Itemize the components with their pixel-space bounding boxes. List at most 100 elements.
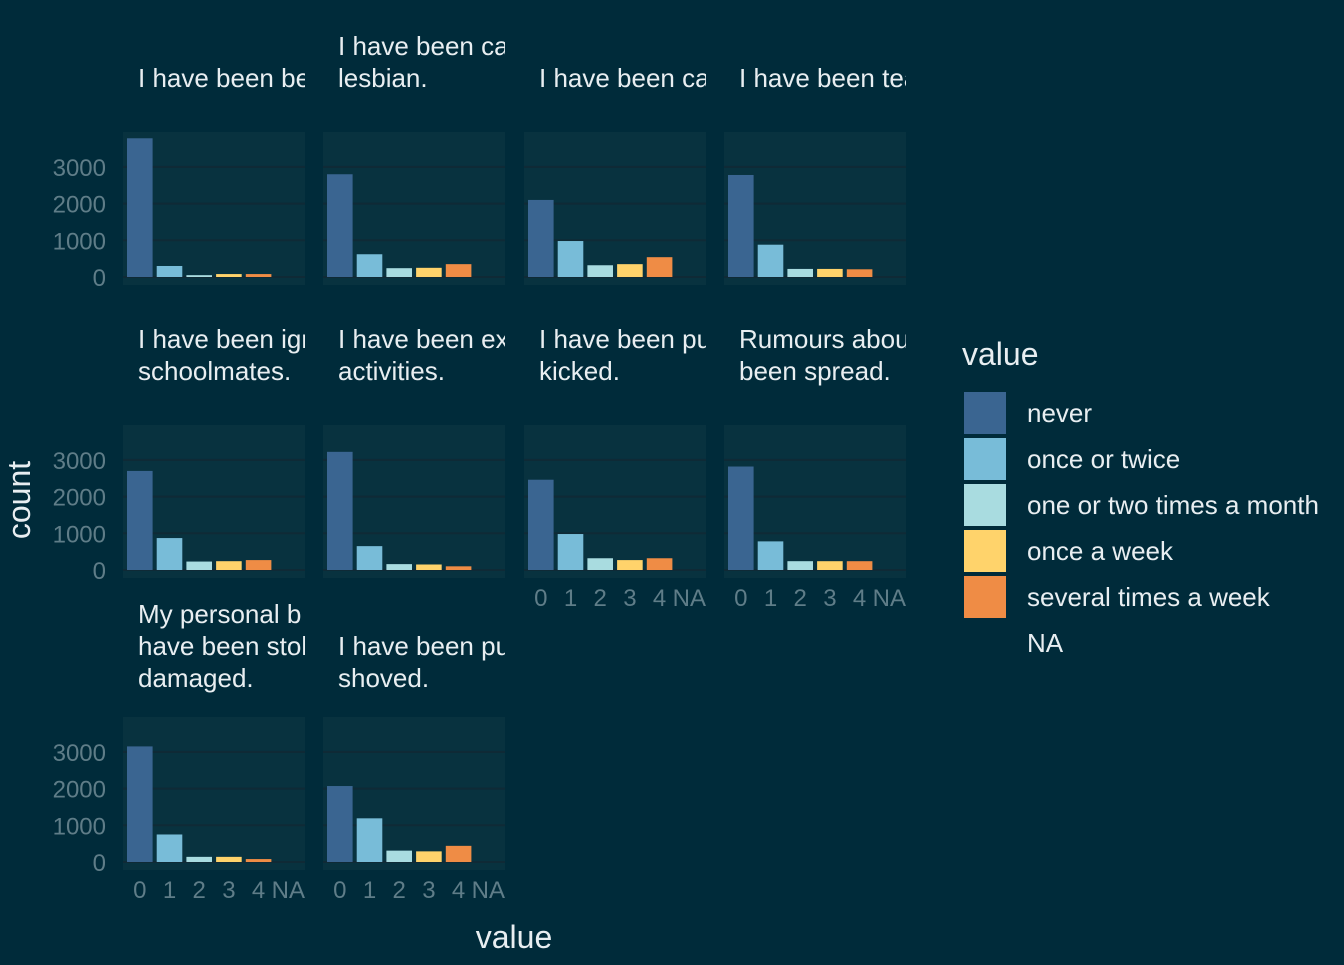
y-tick-label: 1000: [53, 521, 106, 548]
bar-1: [757, 541, 784, 570]
bar-1: [356, 818, 383, 862]
panel-title: I have been pu: [539, 324, 711, 354]
x-tick-label: NA: [673, 585, 706, 612]
bar-2: [386, 850, 412, 862]
bar-4: [846, 269, 873, 277]
bar-4: [646, 558, 673, 570]
bar-0: [728, 174, 754, 277]
bar-3: [416, 564, 442, 570]
panel-background: [123, 425, 305, 578]
bar-1: [557, 241, 584, 277]
panel-background: [724, 425, 906, 578]
x-tick-label: 1: [564, 585, 577, 612]
y-tick-label: 2000: [53, 777, 106, 804]
panel-title: I have been ex: [338, 324, 509, 354]
bar-2: [186, 275, 212, 277]
bar-0: [528, 199, 554, 277]
bar-4: [445, 566, 472, 570]
legend-title: value: [962, 336, 1039, 372]
bar-3: [817, 561, 843, 570]
bar-2: [787, 561, 813, 570]
panel-background: [724, 132, 906, 285]
x-tick-label: 2: [193, 877, 206, 904]
x-tick-label: 0: [534, 585, 547, 612]
y-axis-title: count: [1, 461, 37, 539]
legend-label: never: [1027, 398, 1092, 428]
y-tick-label: 2000: [53, 485, 106, 512]
x-tick-label: 1: [163, 877, 176, 904]
bar-1: [156, 265, 183, 277]
bar-0: [528, 479, 554, 570]
x-tick-label: 0: [734, 585, 747, 612]
panel-title: shoved.: [338, 663, 429, 693]
x-tick-label: 2: [794, 585, 807, 612]
panel-title: I have been ca: [338, 31, 509, 61]
bar-3: [216, 856, 242, 862]
bar-2: [186, 856, 212, 862]
y-tick-label: 0: [93, 265, 106, 292]
bar-1: [356, 546, 383, 570]
panel-background: [123, 132, 305, 285]
panel-title: lesbian.: [338, 63, 428, 93]
x-tick-label: 3: [222, 877, 235, 904]
bar-2: [587, 558, 613, 570]
x-tick-label: NA: [272, 877, 305, 904]
x-tick-label: 3: [823, 585, 836, 612]
bar-2: [386, 564, 412, 570]
bar-1: [156, 538, 183, 570]
bar-4: [245, 560, 272, 570]
y-tick-label: 1000: [53, 228, 106, 255]
panel-title: I have been be: [138, 63, 310, 93]
bar-3: [416, 267, 442, 277]
bar-4: [445, 845, 472, 862]
bar-3: [416, 851, 442, 862]
y-tick-label: 0: [93, 558, 106, 585]
x-axis-title: value: [476, 919, 553, 955]
bar-4: [245, 859, 272, 862]
legend-swatch: [964, 530, 1006, 572]
bar-1: [356, 254, 383, 277]
x-tick-label: 4: [252, 877, 265, 904]
bar-0: [327, 786, 353, 862]
y-tick-label: 3000: [53, 740, 106, 767]
y-tick-label: 3000: [53, 155, 106, 182]
panel-title: damaged.: [138, 663, 254, 693]
legend-label: one or two times a month: [1027, 490, 1319, 520]
legend-label: NA: [1027, 628, 1064, 658]
panel-title: I have been ca: [539, 63, 710, 93]
panel-title: activities.: [338, 356, 445, 386]
bar-3: [216, 561, 242, 570]
bar-3: [617, 560, 643, 570]
x-tick-label: 2: [594, 585, 607, 612]
bar-4: [846, 561, 873, 570]
panel-title: I have been tea: [739, 63, 919, 93]
x-tick-label: NA: [472, 877, 505, 904]
x-tick-label: 4: [653, 585, 666, 612]
legend-swatch: [964, 484, 1006, 526]
bar-2: [787, 268, 813, 277]
panel-background: [123, 717, 305, 870]
x-tick-label: 1: [764, 585, 777, 612]
panel-title: My personal b: [138, 599, 301, 629]
panel-background: [524, 425, 706, 578]
bar-1: [557, 534, 584, 570]
legend-label: once or twice: [1027, 444, 1180, 474]
panel-title: have been stol: [138, 631, 307, 661]
x-tick-label: 3: [623, 585, 636, 612]
bar-0: [127, 138, 153, 277]
bar-2: [386, 268, 412, 277]
bar-0: [127, 746, 153, 862]
panel-title: Rumours abou: [739, 324, 910, 354]
panel-title: I have been pu: [338, 631, 510, 661]
panel-title: been spread.: [739, 356, 891, 386]
legend-swatch: [964, 392, 1006, 434]
legend-swatch: [964, 438, 1006, 480]
x-tick-label: 4: [452, 877, 465, 904]
y-tick-label: 3000: [53, 448, 106, 475]
y-tick-label: 0: [93, 850, 106, 877]
x-tick-label: 4: [853, 585, 866, 612]
panel-background: [323, 425, 505, 578]
bar-1: [156, 834, 183, 862]
